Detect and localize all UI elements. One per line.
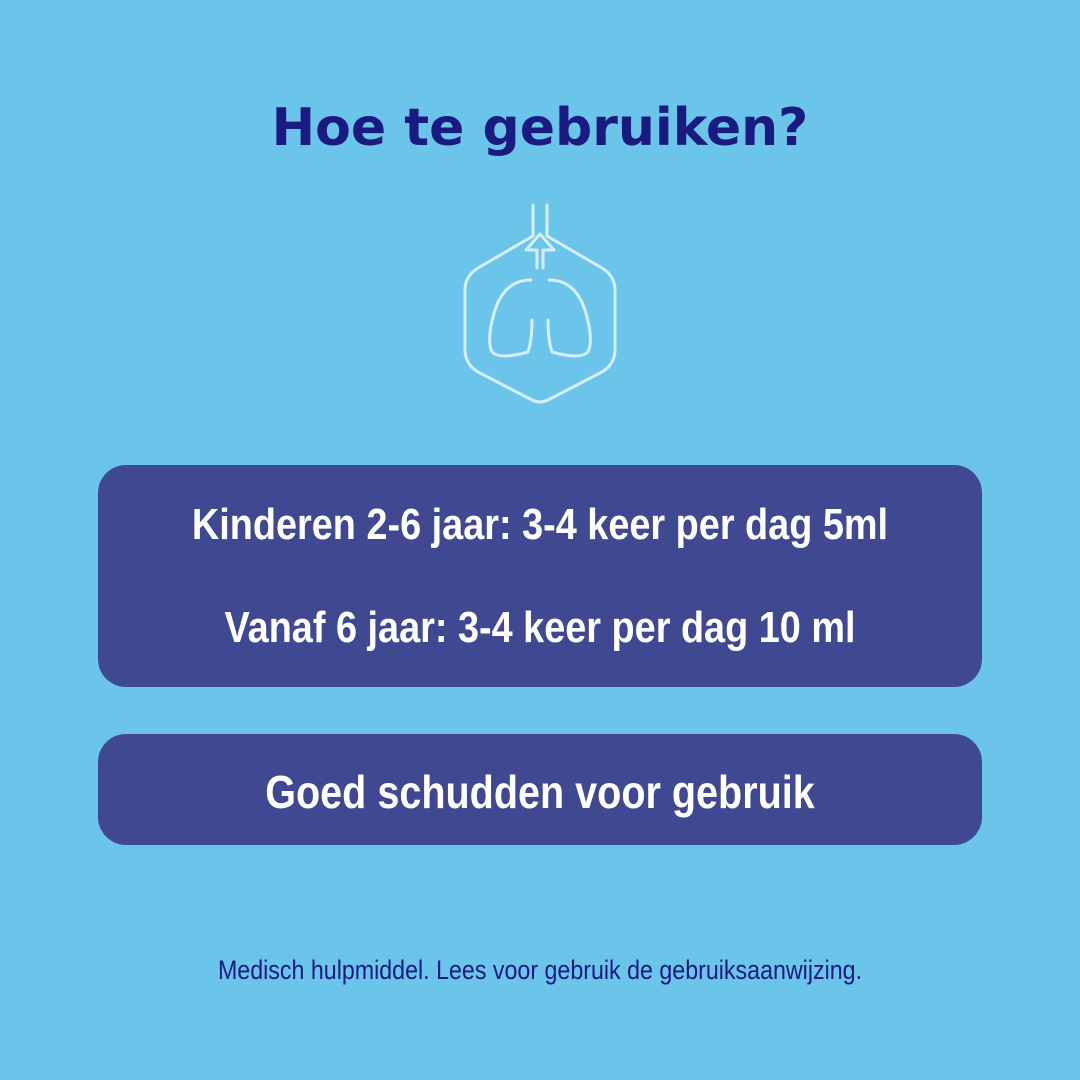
dosage-line-children: Kinderen 2-6 jaar: 3-4 keer per dag 5ml bbox=[191, 500, 889, 549]
page-title: Hoe te gebruiken? bbox=[271, 98, 809, 158]
shake-instruction: Goed schudden voor gebruik bbox=[265, 766, 815, 818]
instruction-box bbox=[98, 734, 982, 845]
dosage-box bbox=[98, 465, 982, 687]
footer-disclaimer: Medisch hulpmiddel. Lees voor gebruik de… bbox=[217, 955, 863, 985]
dosage-line-adults: Vanaf 6 jaar: 3-4 keer per dag 10 ml bbox=[224, 603, 856, 652]
lungs-hexagon-icon bbox=[463, 203, 617, 404]
